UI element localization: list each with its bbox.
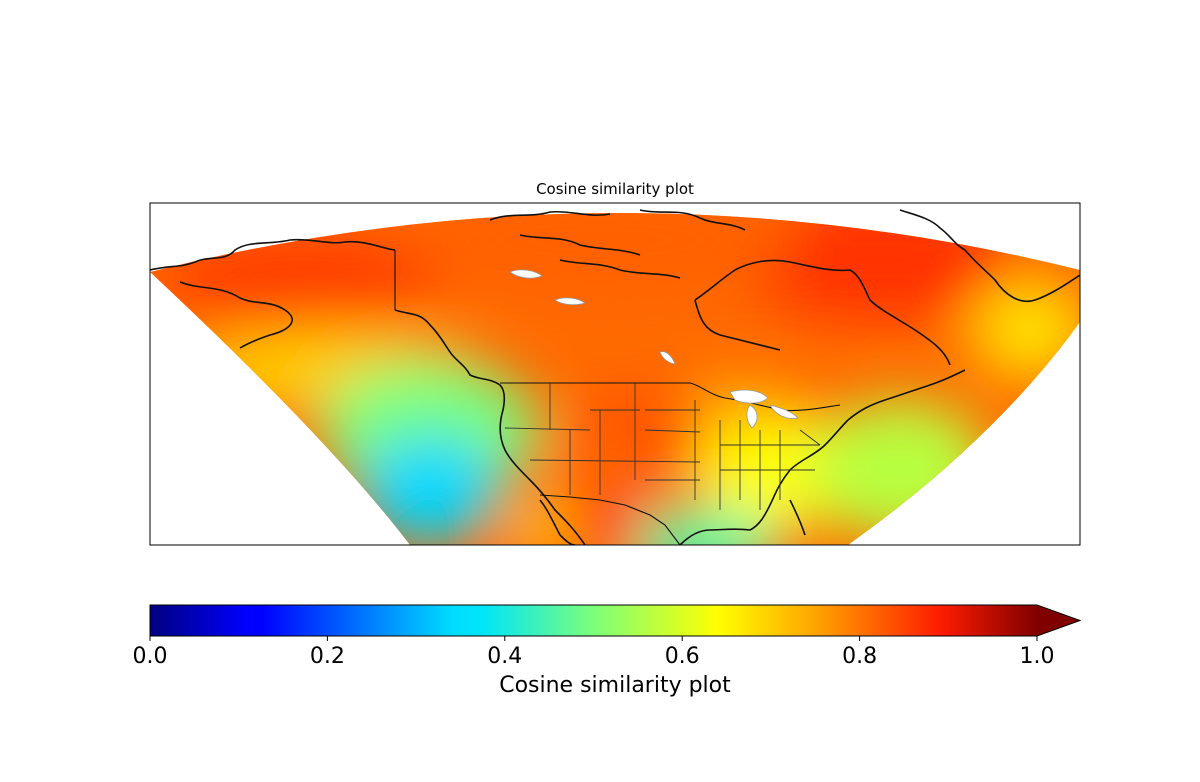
colorbar-extend-arrow [1037,605,1080,636]
colorbar-ticks [149,636,1038,641]
colorbar-tick-label: 0.4 [487,644,523,669]
colorbar-tick-label: 0.0 [132,644,168,669]
state-borders [504,383,821,510]
colorbar-tick-label: 0.8 [842,644,878,669]
map-title: Cosine similarity plot [536,180,694,198]
coastlines [150,209,1080,545]
lakes [509,269,799,429]
colorbar-gradient [150,605,1037,636]
map-axes-frame [149,202,1081,546]
colorbar-tick-label: 0.6 [664,644,700,669]
colorbar-outline [149,604,1082,637]
map-plot [150,209,1080,545]
colorbar-tick-label: 0.2 [309,644,345,669]
colorbar-tick-label: 1.0 [1019,644,1055,669]
colorbar [149,604,1082,641]
colorbar-label: Cosine similarity plot [499,673,731,698]
